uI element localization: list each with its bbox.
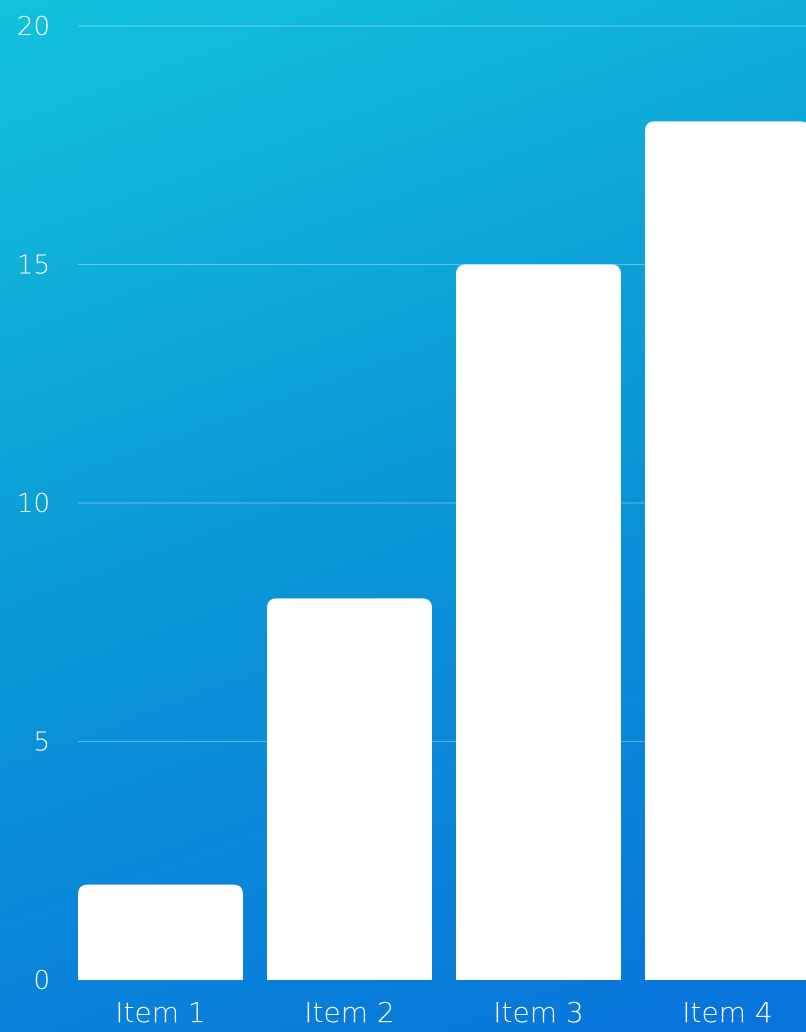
x-category-label: Item 2 — [304, 996, 394, 1029]
bar-2 — [267, 598, 432, 980]
y-tick-label: 20 — [17, 12, 50, 42]
x-category-label: Item 1 — [115, 996, 205, 1029]
bar-1 — [78, 884, 243, 980]
bars — [78, 121, 806, 980]
x-axis-labels: Item 1 Item 2 Item 3 Item 4 — [115, 996, 772, 1029]
bar-3 — [456, 264, 621, 980]
x-category-label: Item 3 — [493, 996, 583, 1029]
bar-4 — [645, 121, 806, 980]
y-tick-label: 5 — [33, 728, 50, 758]
y-tick-label: 10 — [17, 489, 50, 519]
y-axis-ticks: 0 5 10 15 20 — [17, 12, 50, 996]
y-tick-label: 0 — [33, 966, 50, 996]
x-category-label: Item 4 — [682, 996, 772, 1029]
y-tick-label: 15 — [17, 251, 50, 281]
